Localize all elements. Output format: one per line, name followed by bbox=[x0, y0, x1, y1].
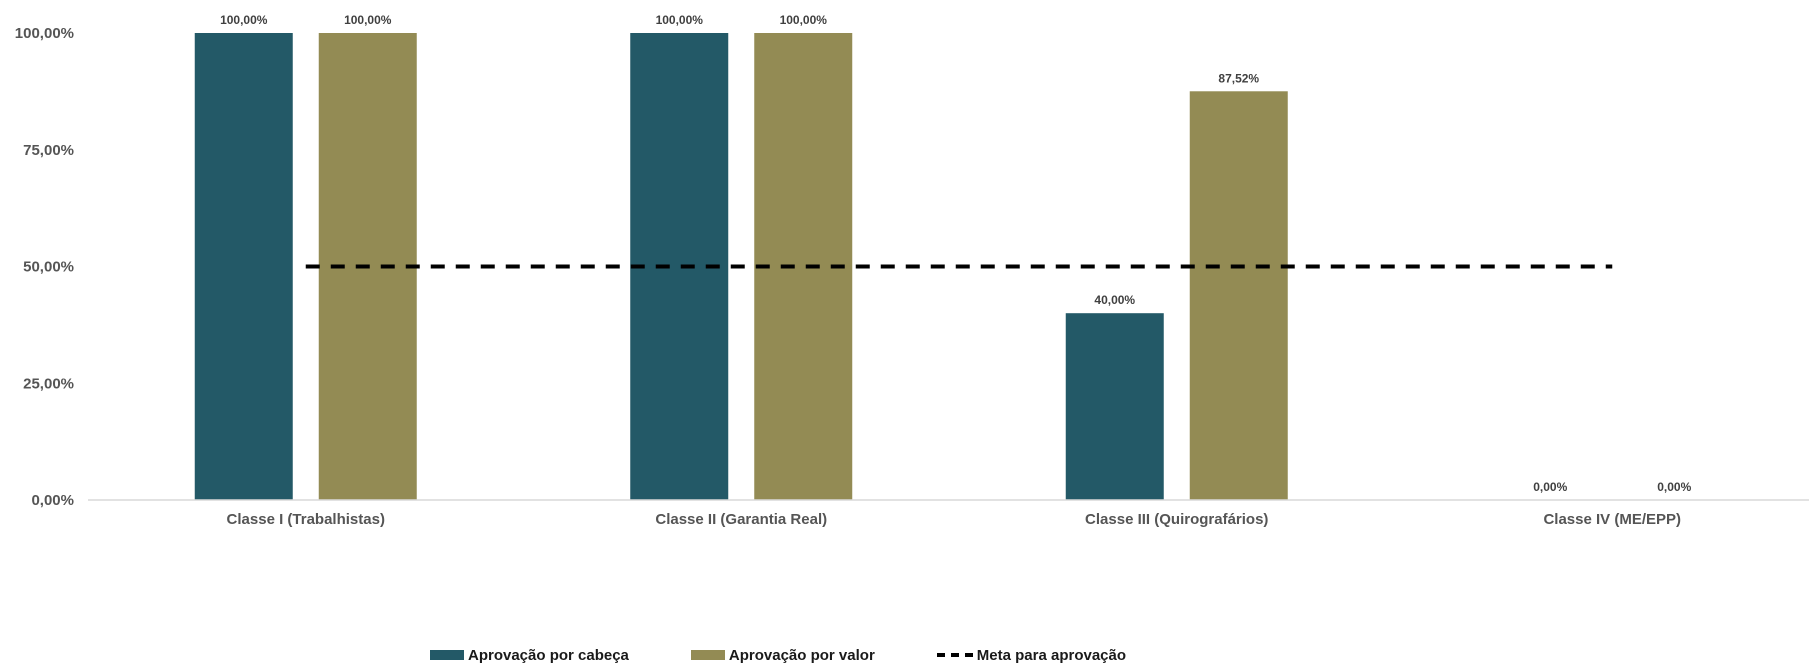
category-labels: Classe I (Trabalhistas) Classe II (Garant… bbox=[227, 511, 1681, 528]
legend: Aprovação por cabeça Aprovação por valor… bbox=[430, 644, 1188, 666]
data-label: 100,00% bbox=[780, 13, 828, 27]
data-label: 100,00% bbox=[656, 13, 704, 27]
y-tick-label: 0,00% bbox=[31, 492, 74, 509]
category-label: Classe IV (ME/EPP) bbox=[1543, 511, 1681, 528]
legend-label-meta: Meta para aprovação bbox=[976, 646, 1127, 664]
data-labels: 100,00% 100,00% 100,00% 100,00% 40,00% 87,52%… bbox=[220, 13, 1692, 494]
legend-swatch-valor bbox=[690, 650, 725, 660]
data-label: 0,00% bbox=[1657, 480, 1691, 494]
y-tick-label: 25,00% bbox=[23, 375, 74, 392]
data-label: 100,00% bbox=[344, 13, 392, 27]
legend-item-cabeca: Aprovação por cabeça bbox=[430, 647, 629, 664]
bar-valor bbox=[1189, 91, 1288, 500]
bar-cabeca bbox=[1065, 313, 1164, 500]
y-tick-label: 50,00% bbox=[23, 259, 74, 276]
y-tick-label: 75,00% bbox=[23, 142, 74, 159]
legend-label-valor: Aprovação por valor bbox=[728, 646, 875, 664]
legend-swatch-cabeca bbox=[430, 650, 464, 660]
data-label: 100,00% bbox=[220, 13, 268, 27]
y-tick-label: 100,00% bbox=[15, 25, 74, 42]
data-label: 40,00% bbox=[1094, 293, 1135, 307]
legend-swatch-meta bbox=[936, 653, 973, 657]
data-label: 0,00% bbox=[1533, 480, 1567, 494]
legend-item-valor: Aprovação por valor bbox=[690, 646, 875, 664]
bars bbox=[194, 33, 1288, 500]
data-label: 87,52% bbox=[1218, 71, 1259, 85]
bar-cabeca bbox=[194, 33, 293, 500]
legend-label-cabeca: Aprovação por cabeça bbox=[468, 646, 629, 664]
category-label: Classe II (Garantia Real) bbox=[655, 511, 827, 528]
y-axis: 0,00% 25,00% 50,00% 75,00% 100,00% bbox=[15, 25, 74, 509]
category-label: Classe I (Trabalhistas) bbox=[227, 511, 385, 528]
category-label: Classe III (Quirografários) bbox=[1085, 511, 1268, 528]
legend-item-meta: Meta para aprovação bbox=[936, 646, 1127, 664]
